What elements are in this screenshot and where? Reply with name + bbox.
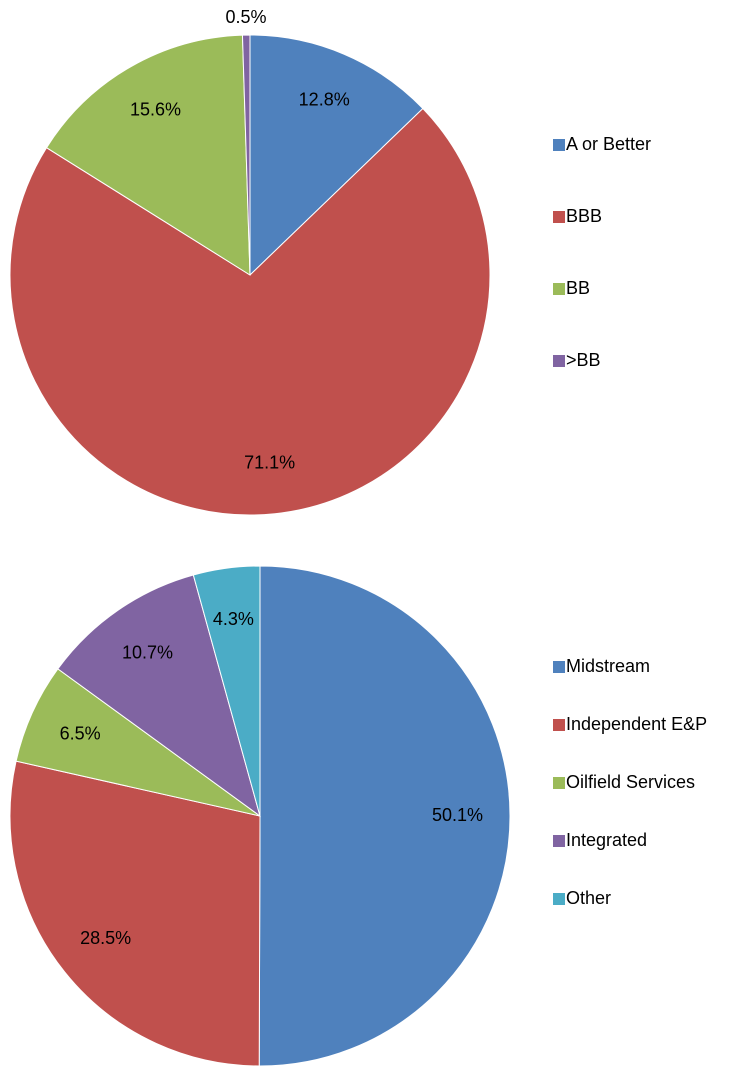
- legend-swatch: [553, 777, 565, 789]
- legend-label: A or Better: [566, 134, 651, 154]
- legend-label: Other: [566, 888, 611, 908]
- pie-slice: [57, 574, 261, 818]
- data-label: 71.1%: [244, 452, 295, 472]
- pie-slice: [241, 34, 251, 276]
- legend-label: BBB: [566, 206, 602, 226]
- data-label: 50.1%: [432, 805, 483, 825]
- legend-label: Oilfield Services: [566, 772, 695, 792]
- pie-slice: [9, 107, 491, 516]
- pie-slice: [258, 565, 511, 1067]
- data-label: 10.7%: [122, 642, 173, 662]
- data-label: 0.5%: [225, 7, 266, 27]
- legend-swatch: [553, 283, 565, 295]
- legend-swatch: [553, 661, 565, 673]
- data-label: 6.5%: [60, 723, 101, 743]
- legend-swatch: [553, 893, 565, 905]
- legend-swatch: [553, 719, 565, 731]
- pie-slice: [9, 760, 261, 1067]
- data-label: 12.8%: [299, 89, 350, 109]
- data-label: 28.5%: [80, 928, 131, 948]
- legend-swatch: [553, 835, 565, 847]
- pie-slice: [45, 34, 251, 276]
- legend-swatch: [553, 211, 565, 223]
- pie-slice: [249, 34, 424, 277]
- legend-label: Independent E&P: [566, 714, 707, 734]
- pie-slice: [192, 565, 261, 817]
- legend-label: >BB: [566, 350, 601, 370]
- pie-chart: 12.8% A or Better 71.1% BBB 15.6% BB 0.5% >BB: [9, 7, 651, 516]
- legend-label: BB: [566, 278, 590, 298]
- legend-label: Integrated: [566, 830, 647, 850]
- legend-swatch: [553, 355, 565, 367]
- legend-swatch: [553, 139, 565, 151]
- data-label: 15.6%: [130, 99, 181, 119]
- data-label: 4.3%: [213, 609, 254, 629]
- pie-chart: 50.1% Midstream 28.5% Independent E&P 6.5% Oi…: [9, 565, 707, 1067]
- legend-label: Midstream: [566, 656, 650, 676]
